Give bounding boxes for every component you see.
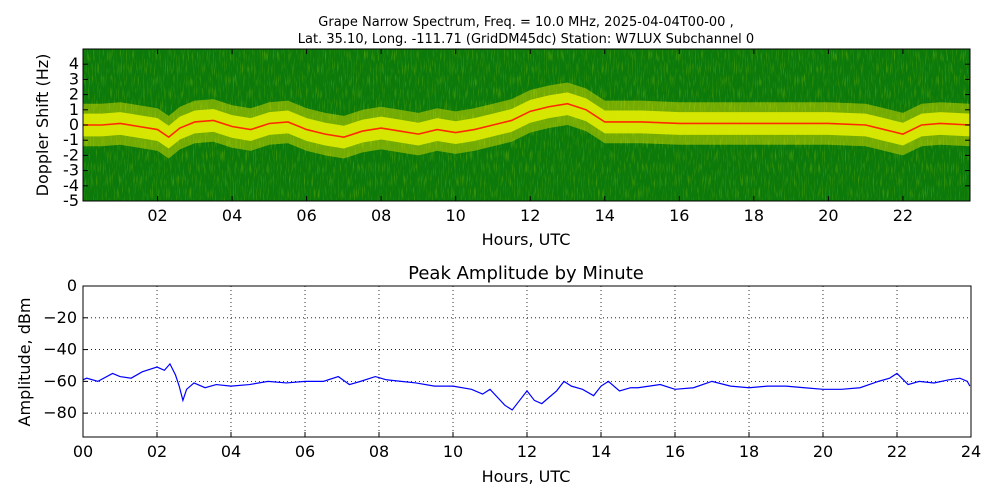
spectrogram-image <box>83 49 970 201</box>
spectrogram-y-label: Doppler Shift (Hz) <box>33 54 52 197</box>
amplitude-x-ticks: 00 02 04 06 08 10 12 14 16 18 20 22 24 <box>73 432 981 461</box>
amplitude-x-tick-label: 06 <box>295 442 315 461</box>
spectrogram-y-tick-label: -5 <box>63 191 79 210</box>
amplitude-x-tick-label: 20 <box>813 442 833 461</box>
spectrogram-title-line1: Grape Narrow Spectrum, Freq. = 10.0 MHz,… <box>318 15 733 30</box>
spectrogram-x-tick-label: 14 <box>595 206 615 225</box>
amplitude-x-tick-label: 14 <box>591 442 611 461</box>
spectrogram-x-label: Hours, UTC <box>482 230 571 249</box>
amplitude-x-tick-label: 00 <box>73 442 93 461</box>
spectrogram-y-tick-label: -4 <box>63 176 79 195</box>
amplitude-x-tick-label: 16 <box>665 442 685 461</box>
spectrogram-panel: Grape Narrow Spectrum, Freq. = 10.0 MHz,… <box>33 15 971 249</box>
spectrogram-x-tick-label: 12 <box>520 206 540 225</box>
amplitude-x-tick-label: 10 <box>443 442 463 461</box>
amplitude-y-tick-label: −60 <box>43 371 77 390</box>
amplitude-panel: Peak Amplitude by Minute 00 02 04 06 08 10 12 1… <box>15 263 981 486</box>
amplitude-x-label: Hours, UTC <box>482 467 571 486</box>
amplitude-x-tick-label: 18 <box>739 442 759 461</box>
amplitude-y-tick-label: −20 <box>43 308 77 327</box>
spectrogram-title-line2: Lat. 35.10, Long. -111.71 (GridDM45dc) S… <box>298 32 754 47</box>
amplitude-y-ticks: 0 −20 −40 −60 −80 <box>43 276 88 422</box>
amplitude-y-tick-label: −40 <box>43 340 77 359</box>
spectrogram-y-tick-label: -2 <box>63 145 79 164</box>
spectrogram-x-tick-label: 20 <box>818 206 838 225</box>
amplitude-x-tick-label: 08 <box>369 442 389 461</box>
spectrogram-x-tick-label: 16 <box>669 206 689 225</box>
amplitude-x-tick-label: 24 <box>961 442 981 461</box>
amplitude-series-line <box>83 362 971 411</box>
amplitude-y-label: Amplitude, dBm <box>15 298 34 427</box>
amplitude-x-tick-label: 12 <box>517 442 537 461</box>
amplitude-grid <box>82 285 972 437</box>
amplitude-title: Peak Amplitude by Minute <box>408 263 644 284</box>
spectrogram-y-tick-label: -3 <box>63 161 79 180</box>
spectrogram-x-ticks: 02 04 06 08 10 12 14 16 18 20 22 <box>147 49 913 225</box>
spectrogram-y-tick-label: 2 <box>69 85 79 104</box>
amplitude-y-tick-label: 0 <box>67 276 77 295</box>
spectrogram-x-tick-label: 04 <box>222 206 242 225</box>
spectrogram-x-tick-label: 10 <box>446 206 466 225</box>
amplitude-y-tick-label: −80 <box>43 403 77 422</box>
spectrogram-x-tick-label: 06 <box>296 206 316 225</box>
amplitude-x-tick-label: 22 <box>887 442 907 461</box>
spectrogram-y-tick-label: 0 <box>69 115 79 134</box>
spectrogram-noise <box>83 49 970 201</box>
spectrogram-x-tick-label: 02 <box>147 206 167 225</box>
amplitude-x-tick-label: 04 <box>221 442 241 461</box>
spectrogram-y-tick-label: 1 <box>69 100 79 119</box>
spectrogram-x-tick-label: 22 <box>893 206 913 225</box>
spectrogram-x-tick-label: 08 <box>371 206 391 225</box>
spectrogram-y-tick-label: 3 <box>69 69 79 88</box>
spectrogram-y-tick-label: 4 <box>69 54 79 73</box>
doppler-peak-trace <box>83 102 970 139</box>
spectrogram-y-tick-label: -1 <box>63 130 79 149</box>
amplitude-x-tick-label: 02 <box>147 442 167 461</box>
spectrogram-x-tick-label: 18 <box>744 206 764 225</box>
